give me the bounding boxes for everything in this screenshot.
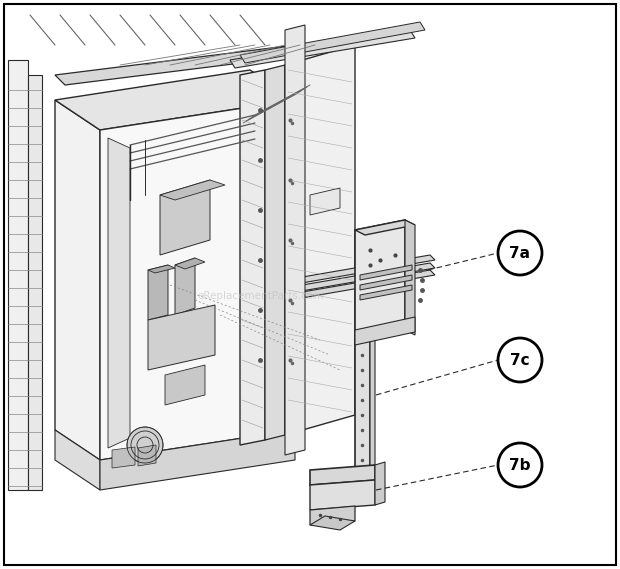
Polygon shape <box>108 138 130 448</box>
Polygon shape <box>175 258 205 269</box>
Polygon shape <box>100 100 295 460</box>
Polygon shape <box>355 337 370 480</box>
Polygon shape <box>285 270 435 300</box>
Polygon shape <box>165 365 205 405</box>
Polygon shape <box>55 430 100 490</box>
Polygon shape <box>360 285 412 300</box>
Circle shape <box>498 231 542 275</box>
Polygon shape <box>310 506 355 525</box>
Polygon shape <box>240 70 265 445</box>
Polygon shape <box>160 180 210 255</box>
Text: 7a: 7a <box>510 245 531 261</box>
Polygon shape <box>310 465 375 485</box>
Polygon shape <box>240 22 425 63</box>
Polygon shape <box>355 220 405 340</box>
Polygon shape <box>375 462 385 505</box>
Polygon shape <box>285 255 435 285</box>
Polygon shape <box>355 220 415 235</box>
Text: eReplacementParts.com: eReplacementParts.com <box>197 291 324 301</box>
Polygon shape <box>370 335 375 477</box>
Polygon shape <box>310 480 375 510</box>
Polygon shape <box>100 430 295 490</box>
Circle shape <box>498 443 542 487</box>
Polygon shape <box>360 265 412 280</box>
Polygon shape <box>285 25 305 455</box>
Circle shape <box>127 427 163 463</box>
Polygon shape <box>55 100 100 460</box>
Polygon shape <box>360 275 412 290</box>
Text: 7c: 7c <box>510 353 530 368</box>
Polygon shape <box>28 75 42 490</box>
Polygon shape <box>355 317 415 345</box>
Text: 7b: 7b <box>509 457 531 472</box>
Polygon shape <box>265 65 285 440</box>
Polygon shape <box>8 60 28 490</box>
Polygon shape <box>55 45 305 85</box>
Polygon shape <box>160 180 225 200</box>
Polygon shape <box>285 263 435 293</box>
Polygon shape <box>55 70 295 130</box>
Polygon shape <box>138 445 156 466</box>
Polygon shape <box>310 188 340 215</box>
Polygon shape <box>285 45 355 435</box>
Polygon shape <box>230 30 415 68</box>
Polygon shape <box>175 258 195 315</box>
Polygon shape <box>310 516 355 530</box>
Polygon shape <box>112 447 135 468</box>
Polygon shape <box>405 220 415 335</box>
Circle shape <box>498 338 542 382</box>
Polygon shape <box>148 265 168 320</box>
Polygon shape <box>148 305 215 370</box>
Polygon shape <box>148 265 175 273</box>
